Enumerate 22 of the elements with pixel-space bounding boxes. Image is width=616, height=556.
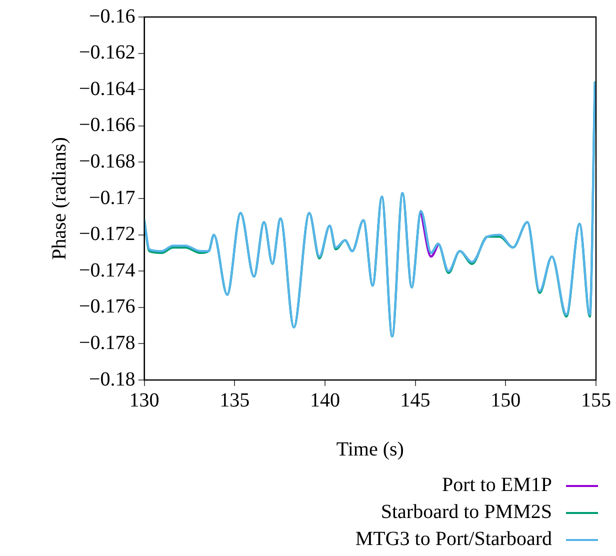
- x-tick-label: 155: [581, 389, 611, 412]
- y-tick-label: −0.18: [89, 368, 136, 390]
- y-tick-label: −0.174: [79, 259, 136, 282]
- y-axis-title: Phase (radians): [48, 137, 70, 260]
- y-tick-label: −0.17: [89, 186, 136, 209]
- y-tick-label: −0.164: [79, 78, 136, 100]
- x-tick-label: 150: [490, 389, 521, 412]
- y-tick-label: −0.176: [79, 296, 136, 318]
- y-tick-label: −0.168: [79, 150, 136, 172]
- x-axis-title: Time (s): [336, 438, 404, 460]
- legend-label: Port to EM1P: [442, 474, 552, 497]
- legend-label: Starboard to PMM2S: [380, 501, 552, 524]
- y-tick-label: −0.172: [79, 223, 136, 246]
- x-tick-label: 140: [310, 389, 340, 412]
- y-tick-label: −0.162: [79, 42, 136, 64]
- y-tick-label: −0.178: [79, 332, 136, 354]
- y-tick-label: −0.166: [79, 114, 136, 136]
- y-tick-label: −0.16: [89, 5, 136, 28]
- x-tick-label: 135: [220, 389, 250, 412]
- x-tick-label: 130: [129, 389, 160, 412]
- legend-label: MTG3 to Port/Starboard: [355, 528, 552, 551]
- x-tick-label: 145: [400, 389, 430, 412]
